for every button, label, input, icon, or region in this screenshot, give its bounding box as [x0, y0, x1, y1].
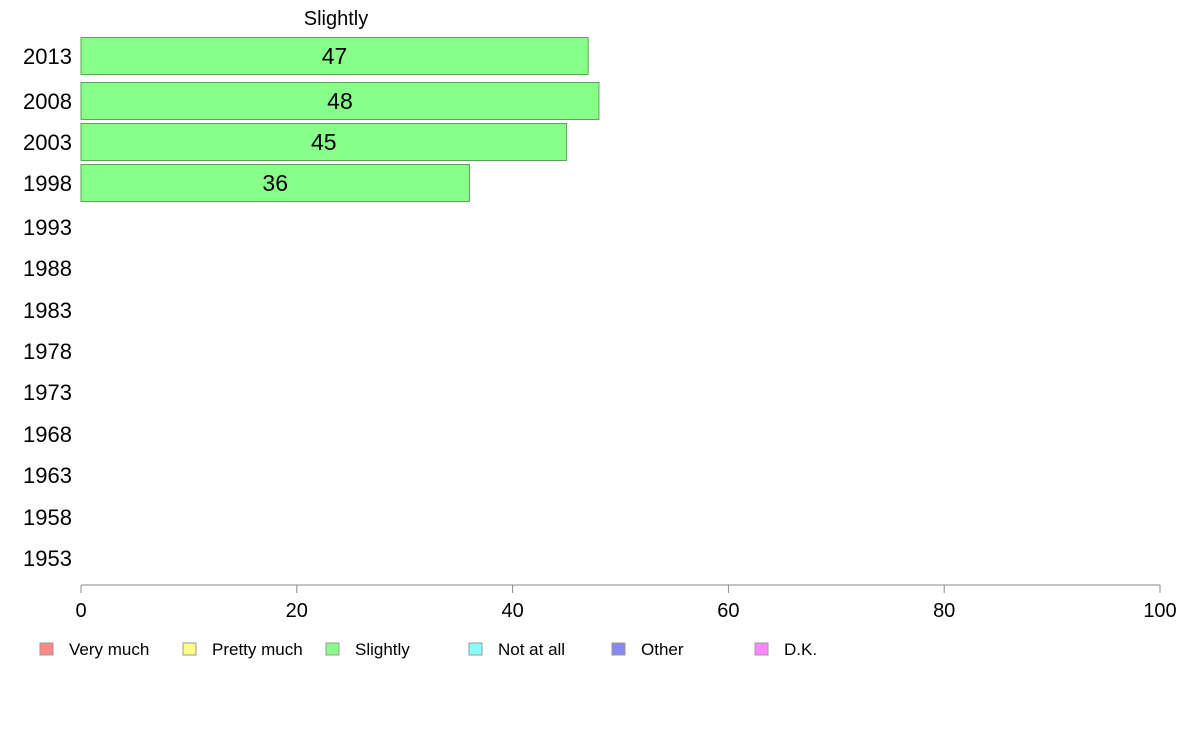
- legend-swatch: [182, 642, 197, 656]
- y-tick-label: 1958: [23, 505, 72, 530]
- legend-label: Pretty much: [212, 640, 303, 659]
- legend-item: Pretty much: [182, 640, 303, 659]
- bar-data-label: 36: [262, 170, 288, 196]
- legend-label: Very much: [69, 640, 149, 659]
- legend-item: Other: [611, 640, 684, 659]
- x-axis: 0 20 40 60 80 100: [75, 584, 1177, 622]
- y-tick-label: 1968: [23, 422, 72, 447]
- legend-item: Very much: [39, 640, 149, 659]
- legend-swatch: [39, 642, 54, 656]
- legend-label: Slightly: [355, 640, 410, 659]
- legend: Very much Pretty much Slightly Not at all Ot…: [39, 640, 817, 659]
- x-tick-label: 40: [501, 600, 523, 622]
- x-tick-label: 80: [933, 600, 955, 622]
- legend-label: Other: [641, 640, 684, 659]
- x-tick-label: 20: [286, 600, 308, 622]
- legend-swatch: [325, 642, 340, 656]
- legend-label: Not at all: [498, 640, 565, 659]
- bars-group: 47 48 45 36: [80, 37, 600, 202]
- bar-2008: [80, 82, 600, 120]
- x-tick-label: 60: [717, 600, 739, 622]
- legend-swatch: [754, 642, 769, 656]
- y-axis-labels: 2013 2008 2003 1998 1993 1988 1983 1978 1973 1968…: [23, 44, 72, 571]
- bar-1998: [80, 164, 470, 202]
- y-tick-label: 1973: [23, 380, 72, 405]
- x-tick-label: 100: [1143, 600, 1176, 622]
- chart-title: Slightly: [304, 8, 368, 30]
- bar-data-label: 45: [311, 129, 337, 155]
- legend-item: D.K.: [754, 640, 817, 659]
- y-tick-label: 2013: [23, 44, 72, 69]
- y-tick-label: 1983: [23, 298, 72, 323]
- bar-data-label: 47: [322, 43, 348, 69]
- legend-item: Not at all: [468, 640, 565, 659]
- y-tick-label: 1953: [23, 546, 72, 571]
- y-tick-label: 1963: [23, 463, 72, 488]
- y-tick-label: 1978: [23, 339, 72, 364]
- bar-data-label: 48: [327, 88, 353, 114]
- legend-item: Slightly: [325, 640, 410, 659]
- bar-2003: [80, 123, 568, 161]
- x-tick-label: 0: [75, 600, 86, 622]
- y-tick-label: 1993: [23, 215, 72, 240]
- legend-swatch: [468, 642, 483, 656]
- y-tick-label: 1998: [23, 171, 72, 196]
- y-tick-label: 2003: [23, 130, 72, 155]
- bar-2013: [80, 37, 589, 75]
- legend-swatch: [611, 642, 626, 656]
- legend-label: D.K.: [784, 640, 817, 659]
- y-tick-label: 1988: [23, 256, 72, 281]
- y-tick-label: 2008: [23, 89, 72, 114]
